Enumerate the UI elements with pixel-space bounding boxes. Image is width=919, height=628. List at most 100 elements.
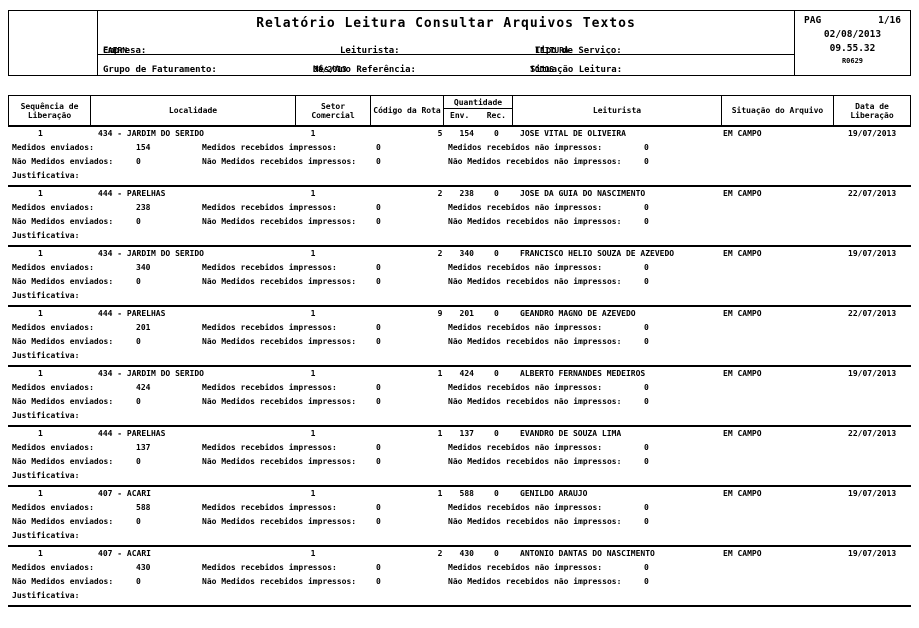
field-mes-ano-value: 08/2013 bbox=[313, 65, 347, 74]
col-quantidade-label: Quantidade bbox=[444, 96, 512, 109]
value-medidos-recebidos-impressos: 0 bbox=[376, 383, 381, 392]
value-nao-medidos-enviados: 0 bbox=[136, 157, 141, 166]
value-nao-medidos-enviados: 0 bbox=[136, 217, 141, 226]
group-detail-row-nao-medidos: Não Medidos enviados: 0 Não Medidos rece… bbox=[8, 457, 911, 471]
label-medidos-enviados: Medidos enviados: bbox=[12, 323, 94, 332]
cell-quantidade-rec: 0 bbox=[494, 249, 499, 258]
cell-sequencia: 1 bbox=[38, 249, 43, 258]
cell-quantidade-rec: 0 bbox=[494, 129, 499, 138]
cell-localidade: 444 - PARELHAS bbox=[98, 309, 166, 318]
label-nao-medidos-enviados: Não Medidos enviados: bbox=[12, 457, 114, 466]
label-justificativa: Justificativa: bbox=[12, 411, 80, 420]
label-nao-medidos-recebidos-impressos: Não Medidos recebidos impressos: bbox=[202, 337, 357, 346]
cell-quantidade-env: 137 bbox=[459, 429, 474, 438]
table-row-group: 1 407 - ACARI 1 2 430 0 ANTONIO DANTAS D… bbox=[8, 547, 911, 607]
label-nao-medidos-enviados: Não Medidos enviados: bbox=[12, 157, 114, 166]
group-main-row: 1 444 - PARELHAS 1 9 201 0 GEANDRO MAGNO… bbox=[8, 309, 911, 323]
page-number: 1/16 bbox=[878, 15, 901, 26]
cell-data-liberacao: 19/07/2013 bbox=[848, 249, 897, 258]
value-nao-medidos-enviados: 0 bbox=[136, 577, 141, 586]
cell-sequencia: 1 bbox=[38, 429, 43, 438]
value-nao-medidos-recebidos-impressos: 0 bbox=[376, 577, 381, 586]
col-localidade: Localidade bbox=[91, 96, 296, 125]
cell-leiturista: FRANCISCO HELIO SOUZA DE AZEVEDO bbox=[520, 249, 675, 258]
value-nao-medidos-enviados: 0 bbox=[136, 517, 141, 526]
group-main-row: 1 444 - PARELHAS 1 1 137 0 EVANDRO DE SO… bbox=[8, 429, 911, 443]
cell-quantidade-rec: 0 bbox=[494, 309, 499, 318]
table-body: 1 434 - JARDIM DO SERIDO 1 5 154 0 JOSE … bbox=[8, 127, 911, 607]
label-medidos-recebidos-impressos: Medidos recebidos impressos: bbox=[202, 443, 337, 452]
table-row-group: 1 444 - PARELHAS 1 2 238 0 JOSE DA GUIA … bbox=[8, 187, 911, 247]
value-medidos-recebidos-nao-impressos: 0 bbox=[644, 323, 649, 332]
cell-situacao-arquivo: EM CAMPO bbox=[723, 129, 762, 138]
value-nao-medidos-recebidos-nao-impressos: 0 bbox=[644, 457, 649, 466]
col-leiturista: Leiturista bbox=[513, 96, 722, 125]
group-justificativa-row: Justificativa: bbox=[8, 531, 911, 545]
value-medidos-enviados: 154 bbox=[136, 143, 151, 152]
cell-codigo-rota: 5 bbox=[437, 129, 443, 138]
col-sequencia-liberacao: Sequência de Liberação bbox=[9, 96, 91, 125]
value-medidos-recebidos-impressos: 0 bbox=[376, 323, 381, 332]
col-data-liberacao: Data de Liberação bbox=[850, 101, 894, 120]
label-nao-medidos-recebidos-impressos: Não Medidos recebidos impressos: bbox=[202, 517, 357, 526]
label-nao-medidos-recebidos-nao-impressos: Não Medidos recebidos não impressos: bbox=[448, 457, 622, 466]
value-nao-medidos-recebidos-impressos: 0 bbox=[376, 457, 381, 466]
cell-leiturista: ALBERTO FERNANDES MEDEIROS bbox=[520, 369, 646, 378]
cell-sequencia: 1 bbox=[38, 129, 43, 138]
label-medidos-recebidos-impressos: Medidos recebidos impressos: bbox=[202, 203, 337, 212]
field-situacao-leitura-label: Situação Leitura: bbox=[530, 65, 623, 75]
value-medidos-enviados: 340 bbox=[136, 263, 151, 272]
value-medidos-enviados: 424 bbox=[136, 383, 151, 392]
group-detail-row-medidos: Medidos enviados: 154 Medidos recebidos … bbox=[8, 143, 911, 157]
cell-localidade: 407 - ACARI bbox=[98, 489, 151, 498]
field-empresa-label: Empresa: bbox=[103, 46, 147, 56]
group-main-row: 1 407 - ACARI 1 2 430 0 ANTONIO DANTAS D… bbox=[8, 549, 911, 563]
field-tipo-servico-value: LEITURA bbox=[535, 46, 569, 55]
col-codigo-rota: Código da Rota bbox=[371, 96, 444, 125]
cell-localidade: 444 - PARELHAS bbox=[98, 429, 166, 438]
cell-situacao-arquivo: EM CAMPO bbox=[723, 309, 762, 318]
cell-setor-comercial: 1 bbox=[310, 309, 316, 318]
label-nao-medidos-enviados: Não Medidos enviados: bbox=[12, 577, 114, 586]
cell-codigo-rota: 2 bbox=[437, 249, 443, 258]
table-row-group: 1 444 - PARELHAS 1 1 137 0 EVANDRO DE SO… bbox=[8, 427, 911, 487]
field-tipo-servico-label: Tipo de Serviço: bbox=[535, 46, 622, 56]
field-situacao-leitura-value: TODOS bbox=[530, 65, 555, 74]
label-nao-medidos-recebidos-impressos: Não Medidos recebidos impressos: bbox=[202, 457, 357, 466]
cell-codigo-rota: 1 bbox=[437, 489, 443, 498]
label-medidos-enviados: Medidos enviados: bbox=[12, 563, 94, 572]
value-medidos-recebidos-nao-impressos: 0 bbox=[644, 203, 649, 212]
label-nao-medidos-enviados: Não Medidos enviados: bbox=[12, 337, 114, 346]
report-time: 09.55.32 bbox=[829, 43, 876, 54]
group-detail-row-medidos: Medidos enviados: 238 Medidos recebidos … bbox=[8, 203, 911, 217]
cell-leiturista: JOSE DA GUIA DO NASCIMENTO bbox=[520, 189, 646, 198]
label-medidos-recebidos-nao-impressos: Medidos recebidos não impressos: bbox=[448, 383, 603, 392]
label-medidos-enviados: Medidos enviados: bbox=[12, 443, 94, 452]
report-code: R0629 bbox=[841, 57, 864, 65]
label-nao-medidos-recebidos-impressos: Não Medidos recebidos impressos: bbox=[202, 217, 357, 226]
value-medidos-enviados: 238 bbox=[136, 203, 151, 212]
label-justificativa: Justificativa: bbox=[12, 351, 80, 360]
field-mes-ano-label: Mês/Ano Referência: bbox=[313, 65, 416, 75]
group-justificativa-row: Justificativa: bbox=[8, 351, 911, 365]
group-detail-row-medidos: Medidos enviados: 430 Medidos recebidos … bbox=[8, 563, 911, 577]
cell-codigo-rota: 1 bbox=[437, 369, 443, 378]
label-justificativa: Justificativa: bbox=[12, 471, 80, 480]
cell-quantidade-rec: 0 bbox=[494, 369, 499, 378]
cell-setor-comercial: 1 bbox=[310, 189, 316, 198]
value-medidos-recebidos-nao-impressos: 0 bbox=[644, 143, 649, 152]
table-row-group: 1 434 - JARDIM DO SERIDO 1 5 154 0 JOSE … bbox=[8, 127, 911, 187]
label-nao-medidos-recebidos-impressos: Não Medidos recebidos impressos: bbox=[202, 397, 357, 406]
group-main-row: 1 434 - JARDIM DO SERIDO 1 5 154 0 JOSE … bbox=[8, 129, 911, 143]
cell-quantidade-env: 340 bbox=[459, 249, 474, 258]
col-rec: Rec. bbox=[486, 111, 506, 120]
cell-situacao-arquivo: EM CAMPO bbox=[723, 489, 762, 498]
label-medidos-recebidos-impressos: Medidos recebidos impressos: bbox=[202, 263, 337, 272]
value-nao-medidos-recebidos-impressos: 0 bbox=[376, 337, 381, 346]
table-row-group: 1 444 - PARELHAS 1 9 201 0 GEANDRO MAGNO… bbox=[8, 307, 911, 367]
group-detail-row-nao-medidos: Não Medidos enviados: 0 Não Medidos rece… bbox=[8, 577, 911, 591]
field-grupo-faturamento-label: Grupo de Faturamento: bbox=[103, 65, 217, 75]
value-nao-medidos-recebidos-nao-impressos: 0 bbox=[644, 517, 649, 526]
cell-sequencia: 1 bbox=[38, 309, 43, 318]
value-medidos-enviados: 137 bbox=[136, 443, 151, 452]
